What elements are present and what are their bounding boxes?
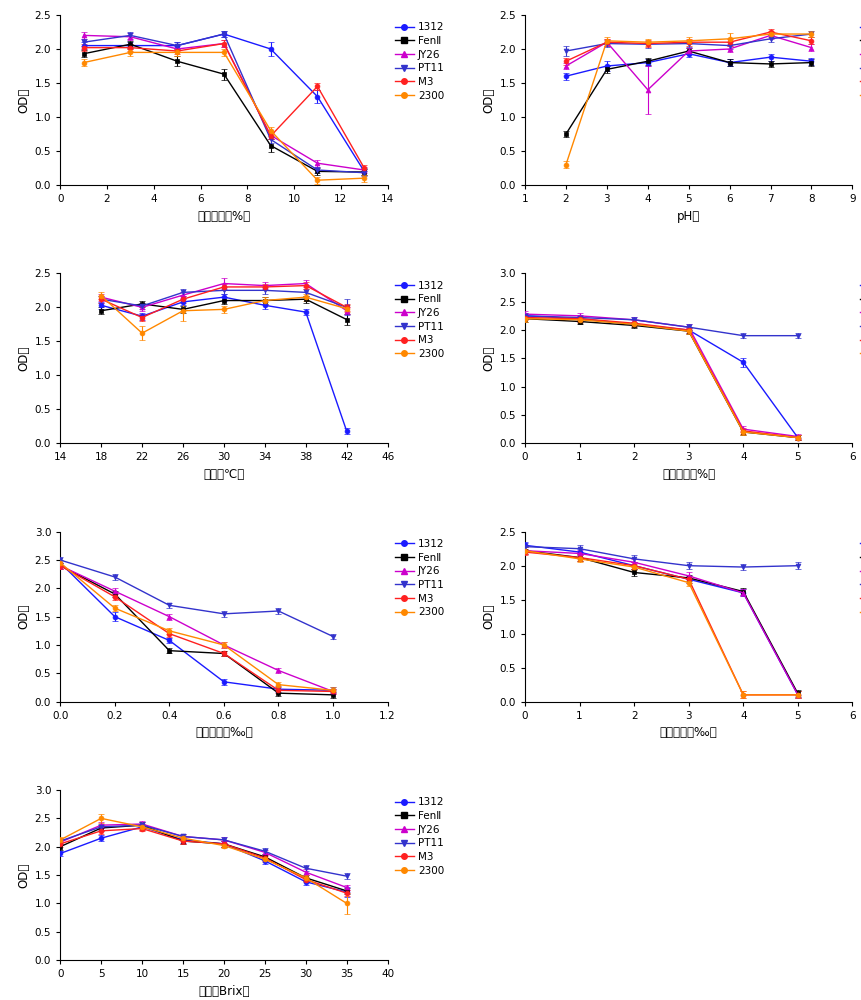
Y-axis label: OD値: OD値 [17, 87, 30, 113]
X-axis label: 己酸浓度（‰）: 己酸浓度（‰） [195, 726, 253, 739]
Legend: 1312, FenⅡ, JY26, PT11, M3, 2300: 1312, FenⅡ, JY26, PT11, M3, 2300 [393, 279, 446, 361]
X-axis label: 糖度（Brix）: 糖度（Brix） [198, 985, 250, 998]
X-axis label: 温度（℃）: 温度（℃） [203, 468, 245, 481]
Y-axis label: OD値: OD値 [17, 862, 30, 888]
X-axis label: pH値: pH値 [677, 210, 700, 223]
Y-axis label: OD値: OD値 [17, 346, 30, 371]
Legend: 1312, FenⅡ, JY26, PT11, M3, 2300: 1312, FenⅡ, JY26, PT11, M3, 2300 [858, 279, 861, 361]
Y-axis label: OD値: OD値 [482, 87, 495, 113]
X-axis label: 乙醇浓度（%）: 乙醇浓度（%） [197, 210, 251, 223]
X-axis label: 乳酸浓度（%）: 乳酸浓度（%） [662, 468, 715, 481]
Y-axis label: OD値: OD値 [482, 604, 495, 629]
Legend: 1312, FenⅡ, JY26, PT11, M3, 2300: 1312, FenⅡ, JY26, PT11, M3, 2300 [858, 537, 861, 619]
Legend: 1312, FenⅡ, JY26, PT11, M3, 2300: 1312, FenⅡ, JY26, PT11, M3, 2300 [393, 795, 446, 878]
Y-axis label: OD値: OD値 [17, 604, 30, 629]
X-axis label: 乙酸浓度（‰）: 乙酸浓度（‰） [660, 726, 717, 739]
Legend: 1312, FenⅡ, JY26, PT11, M3, 2300: 1312, FenⅡ, JY26, PT11, M3, 2300 [858, 20, 861, 103]
Legend: 1312, FenⅡ, JY26, PT11, M3, 2300: 1312, FenⅡ, JY26, PT11, M3, 2300 [393, 537, 446, 619]
Y-axis label: OD値: OD値 [482, 346, 495, 371]
Legend: 1312, FenⅡ, JY26, PT11, M3, 2300: 1312, FenⅡ, JY26, PT11, M3, 2300 [393, 20, 446, 103]
